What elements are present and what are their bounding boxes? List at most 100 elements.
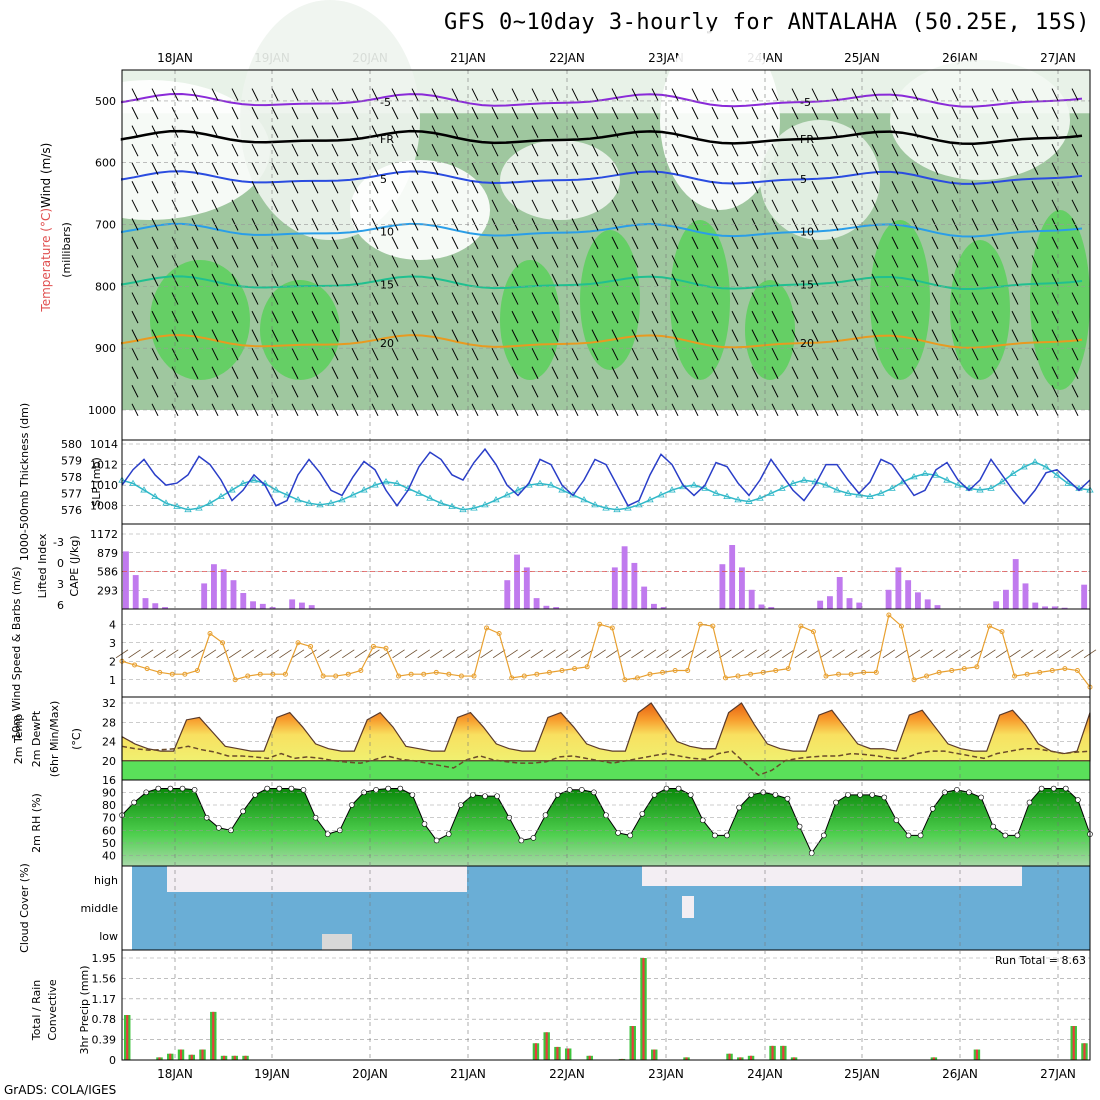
wind-barb xyxy=(871,255,879,268)
wind-barb xyxy=(371,106,379,120)
wind-barb xyxy=(1031,329,1039,342)
isotherm-label: 5 xyxy=(800,173,807,186)
wind-barb xyxy=(291,366,299,379)
wind-barb xyxy=(311,347,319,361)
wind-barb xyxy=(191,88,199,101)
wind-barb xyxy=(991,273,999,287)
surface-blank xyxy=(122,410,1090,440)
wind-barb xyxy=(351,106,359,120)
wind-barb xyxy=(251,162,259,175)
wind-barb xyxy=(711,218,719,231)
wind-barb xyxy=(231,125,239,138)
wind-barb xyxy=(951,162,959,175)
rh-marker xyxy=(518,837,525,844)
wind-barb xyxy=(771,106,779,120)
wind-barb xyxy=(191,199,199,213)
cape-bar xyxy=(123,551,129,609)
wind-barb xyxy=(891,143,899,157)
rh-marker xyxy=(421,821,428,827)
wind-barb xyxy=(711,366,719,379)
wind-barb xyxy=(442,649,456,659)
wind-barb xyxy=(631,181,639,194)
wind-barb xyxy=(851,106,859,120)
wind-barb xyxy=(371,310,379,324)
wind-barb xyxy=(811,385,819,398)
wind-barb xyxy=(571,273,579,287)
wind-barb xyxy=(811,106,819,120)
wind-barb xyxy=(531,236,539,250)
wind-barb xyxy=(807,649,820,659)
rh-dry-patch xyxy=(890,60,1070,180)
wind-barb xyxy=(651,88,659,101)
wind-barb xyxy=(151,106,159,120)
wind-barb xyxy=(491,236,499,250)
wind-barb xyxy=(971,236,979,250)
wind-barb xyxy=(651,199,659,213)
wind-barb xyxy=(651,143,659,157)
wind-barb xyxy=(291,385,299,398)
wind-barb xyxy=(771,329,779,342)
wind-barb xyxy=(471,199,479,213)
wind-barb xyxy=(211,143,219,157)
wind-barb xyxy=(1011,236,1019,250)
wind-barb xyxy=(531,255,539,268)
wind-barb xyxy=(311,310,319,324)
wind-barb xyxy=(656,649,669,659)
wind-barb xyxy=(631,329,639,342)
wind-barb xyxy=(651,125,659,138)
wind-barb xyxy=(751,292,759,305)
cape-bar xyxy=(856,602,863,609)
wind-barb xyxy=(691,218,699,231)
cloud-label: Cloud Cover (%) xyxy=(18,863,31,953)
wind-barb xyxy=(1051,347,1059,361)
wind-barb xyxy=(271,181,279,194)
rh-tick: 70 xyxy=(102,812,116,825)
wind-barb xyxy=(271,329,279,342)
wind-barb xyxy=(811,347,819,361)
wind-barb xyxy=(371,88,379,101)
wind-barb xyxy=(991,366,999,379)
cloud-high-gap xyxy=(642,866,762,886)
wind-barb xyxy=(711,347,719,361)
rh-dry-patch xyxy=(660,30,780,210)
wind-barb xyxy=(631,106,639,120)
wind-barb xyxy=(1011,366,1019,379)
wind-barb xyxy=(251,255,259,268)
li-tick: -3 xyxy=(53,536,64,549)
wind-barb xyxy=(1031,292,1039,305)
wind-barb xyxy=(351,88,359,101)
wind-barb xyxy=(451,199,459,213)
pressure-tick: 1000 xyxy=(88,404,116,417)
wind-barb xyxy=(971,88,979,101)
wind-barb xyxy=(771,366,779,379)
wind-barb xyxy=(555,649,569,659)
cape-bar xyxy=(827,596,833,609)
wind-barb xyxy=(971,106,979,120)
wind-barb xyxy=(931,181,939,194)
wind-barb xyxy=(191,143,199,157)
wind-barb xyxy=(451,310,459,324)
rh-marker xyxy=(712,832,718,839)
wind-barb xyxy=(216,649,229,659)
wind-barb xyxy=(1071,385,1079,398)
isotherm-label: FR xyxy=(380,133,394,146)
wind-barb xyxy=(231,292,239,305)
wind-barb xyxy=(331,236,339,250)
wind-barb xyxy=(1051,143,1059,157)
wind-barb xyxy=(671,143,679,157)
rh-marker xyxy=(167,785,174,792)
wind-barb xyxy=(231,310,239,324)
wind-barb xyxy=(153,649,166,659)
wind-barb xyxy=(271,310,279,324)
wind-barb xyxy=(851,125,859,138)
wind-barb xyxy=(891,106,899,120)
wind-barb xyxy=(411,143,419,157)
wind-barb xyxy=(291,236,299,250)
wind-barb xyxy=(431,125,439,138)
wind-barb xyxy=(1071,366,1079,379)
rh-marker xyxy=(530,835,537,841)
wind-barb xyxy=(831,292,839,305)
wind-barb xyxy=(891,292,899,305)
wind-barb xyxy=(811,292,819,305)
wind-barb xyxy=(140,649,154,659)
